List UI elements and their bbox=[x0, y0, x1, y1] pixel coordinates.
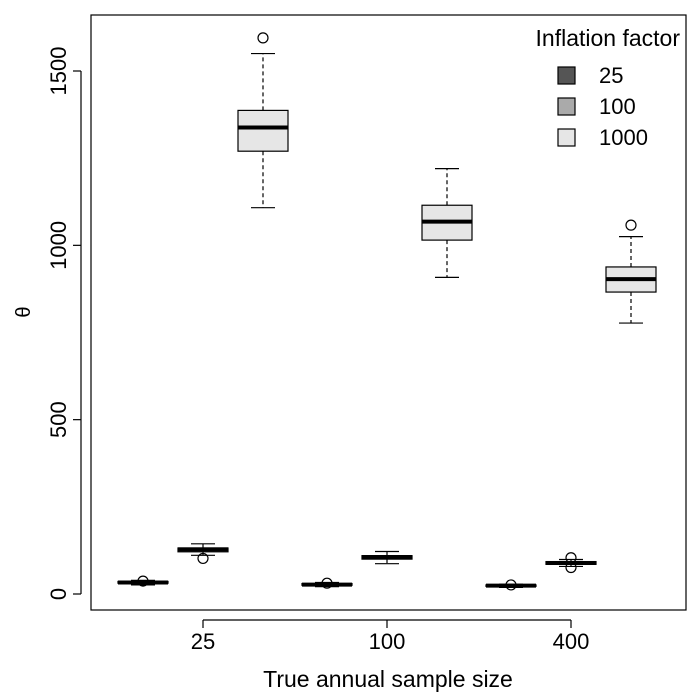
box-100-100 bbox=[361, 550, 413, 565]
box-400-25 bbox=[485, 579, 537, 591]
box-iqr bbox=[237, 109, 289, 152]
legend-swatch bbox=[557, 66, 576, 85]
y-axis: 0 500 1000 1500 bbox=[46, 47, 82, 600]
x-tick-label: 25 bbox=[191, 629, 215, 654]
legend-label: 25 bbox=[599, 63, 623, 88]
box-400-1000 bbox=[605, 219, 657, 324]
outlier-point bbox=[625, 219, 637, 231]
legend-label: 100 bbox=[599, 94, 636, 119]
x-tick-label: 400 bbox=[553, 629, 590, 654]
box-100-25 bbox=[301, 577, 353, 589]
legend-label: 1000 bbox=[599, 125, 648, 150]
x-tick-label: 100 bbox=[369, 629, 406, 654]
y-tick-label: 1500 bbox=[46, 47, 71, 96]
box-400-100 bbox=[545, 552, 597, 574]
legend-swatch bbox=[557, 97, 576, 116]
outlier-point bbox=[257, 32, 269, 44]
plot-frame bbox=[90, 14, 687, 611]
x-axis: 25 100 400 bbox=[191, 619, 590, 654]
legend: Inflation factor 25 100 1000 bbox=[536, 25, 681, 150]
box-25-100 bbox=[177, 543, 229, 565]
outlier-point bbox=[197, 552, 209, 565]
y-tick-label: 500 bbox=[46, 401, 71, 438]
box-25-25 bbox=[117, 575, 169, 587]
plot-area bbox=[117, 32, 657, 591]
y-tick-label: 0 bbox=[46, 588, 71, 600]
x-axis-label: True annual sample size bbox=[263, 666, 513, 692]
outlier-point bbox=[565, 561, 577, 574]
y-tick-label: 1000 bbox=[46, 221, 71, 270]
legend-swatch bbox=[557, 128, 576, 147]
outlier-point bbox=[505, 579, 517, 591]
box-100-1000 bbox=[421, 168, 473, 279]
outlier-point bbox=[137, 575, 149, 587]
legend-item-25: 25 bbox=[557, 63, 623, 88]
outlier-point bbox=[321, 577, 333, 589]
box-25-1000 bbox=[237, 32, 289, 209]
y-axis-label: θ bbox=[13, 306, 35, 317]
legend-item-100: 100 bbox=[557, 94, 636, 119]
legend-item-1000: 1000 bbox=[557, 125, 648, 150]
legend-title: Inflation factor bbox=[536, 25, 681, 51]
